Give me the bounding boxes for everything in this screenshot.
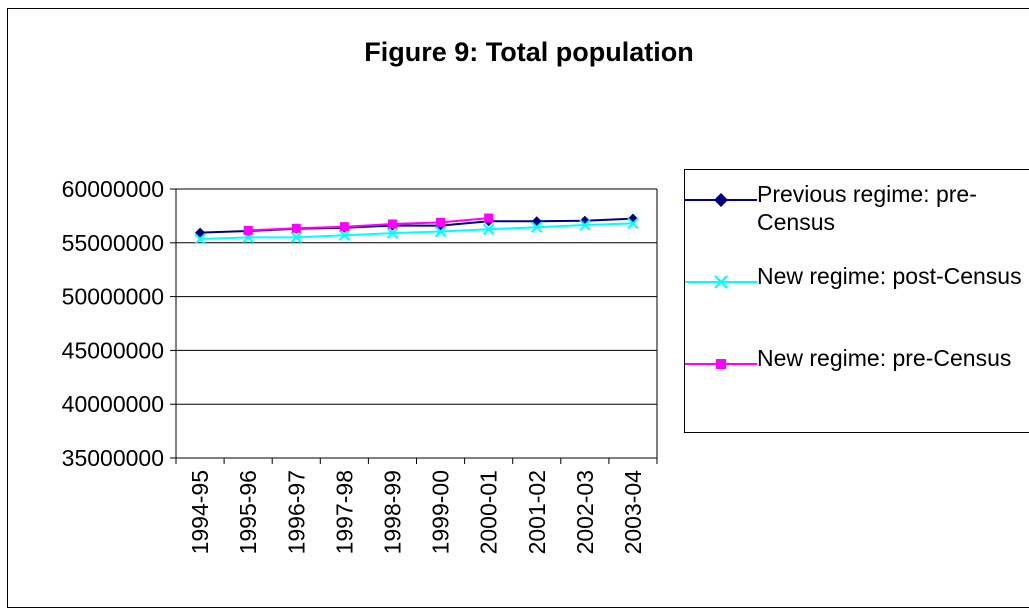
series-line — [200, 222, 634, 240]
data-point — [434, 225, 447, 238]
data-point — [436, 217, 446, 227]
legend-label: New regime: post-Census — [757, 263, 1022, 289]
legend-label: Previous regime: pre-Census — [757, 181, 977, 235]
x-tick-label: 2002-03 — [572, 470, 598, 554]
data-point — [482, 223, 495, 236]
data-point — [243, 225, 253, 235]
legend-label: New regime: pre-Census — [757, 345, 1012, 371]
x-tick-label: 1998-99 — [379, 470, 405, 554]
y-tick-label: 45000000 — [62, 337, 164, 363]
data-point-stroke — [482, 223, 495, 236]
y-tick-label: 55000000 — [62, 230, 164, 256]
legend-item-new-post-census: New regime: post-Census — [685, 262, 1029, 342]
x-tick-label: 2000-01 — [476, 470, 502, 554]
data-point-stroke — [194, 233, 206, 245]
x-tick-label: 1999-00 — [428, 470, 454, 554]
data-point — [627, 217, 639, 230]
data-point — [387, 219, 397, 229]
data-point-stroke — [386, 227, 399, 239]
x-tick-label: 1997-98 — [331, 470, 357, 554]
chart-plot: 35000000 40000000 45000000 50000000 55000000… — [62, 176, 658, 555]
data-point-stroke — [338, 229, 351, 241]
data-point — [484, 213, 494, 223]
chart-title: Figure 9: Total population — [364, 37, 694, 67]
y-tick-label: 40000000 — [62, 391, 164, 417]
data-point-stroke — [579, 219, 591, 231]
data-point-stroke — [627, 217, 639, 230]
data-point-stroke — [531, 221, 543, 233]
y-tick-label: 60000000 — [62, 176, 164, 202]
data-point — [531, 221, 543, 233]
data-point-stroke — [290, 231, 302, 244]
chart-legend: Previous regime: pre-Census New regime: … — [684, 169, 1029, 433]
data-point — [339, 222, 349, 232]
legend-item-new-pre-census: New regime: pre-Census — [685, 344, 1029, 424]
data-point-stroke — [434, 225, 447, 238]
data-point — [291, 223, 301, 233]
data-point — [195, 227, 206, 238]
data-point — [338, 229, 351, 241]
data-point — [290, 231, 302, 244]
x-tick-label: 2001-02 — [524, 470, 550, 554]
series-line — [248, 217, 489, 232]
x-tick-label: 1995-96 — [235, 470, 261, 554]
x-tick-label: 1996-97 — [283, 470, 309, 554]
x-tick-label: 1994-95 — [187, 470, 213, 554]
data-point — [194, 233, 206, 245]
x-tick-label: 2003-04 — [620, 470, 646, 555]
legend-item-previous-pre-census: Previous regime: pre-Census — [685, 180, 1029, 260]
y-tick-label: 50000000 — [62, 284, 164, 310]
data-point — [579, 219, 591, 231]
data-point — [386, 227, 399, 239]
y-tick-label: 35000000 — [62, 445, 164, 471]
